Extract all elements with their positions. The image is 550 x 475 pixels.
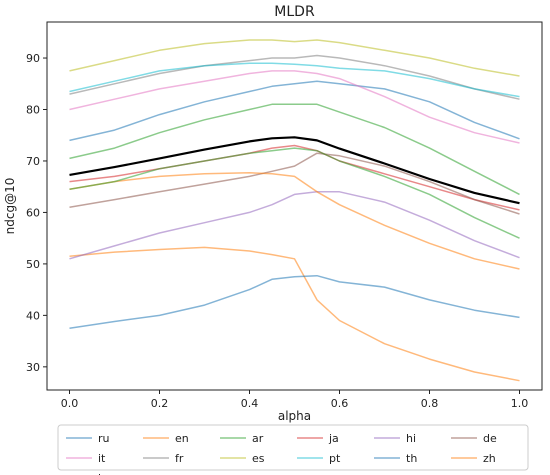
legend-label-ru: ru [98, 432, 110, 445]
series-line-it [69, 70, 520, 144]
x-tick-label: 0.2 [151, 397, 169, 410]
x-tick-label: 0.8 [421, 397, 439, 410]
legend-box [57, 424, 529, 471]
x-tick-label: 1.0 [511, 397, 529, 410]
plot-frame [46, 21, 543, 391]
x-tick-label: 0.6 [331, 397, 349, 410]
x-tick-label: 0.0 [61, 397, 79, 410]
legend-label-ja: ja [328, 432, 339, 445]
series-line-ko [69, 147, 520, 239]
series-line-de [69, 152, 520, 215]
y-tick-label: 50 [26, 258, 40, 271]
y-tick-label: 60 [26, 206, 40, 219]
series-line-pt [69, 62, 520, 98]
y-axis-title: ndcg@10 [3, 178, 17, 235]
series-line-es [69, 39, 520, 77]
series-line-en [69, 246, 520, 382]
legend-label-en: en [175, 432, 189, 445]
legend: ru en ar ja hi de it fr es pt th zh ko avg [57, 424, 529, 475]
series-line-th [69, 274, 520, 329]
legend-label-hi: hi [406, 432, 416, 445]
series-line-ja [69, 144, 520, 211]
chart-title: MLDR [274, 4, 315, 20]
legend-label-de: de [483, 432, 497, 445]
legend-label-ar: ar [252, 432, 264, 445]
series-line-hi [69, 191, 520, 260]
y-tick-label: 70 [26, 155, 40, 168]
legend-label-es: es [252, 452, 265, 465]
y-tick-label: 40 [26, 309, 40, 322]
x-axis-title: alpha [278, 409, 311, 423]
series-line-zh [69, 172, 520, 270]
y-tick-label: 90 [26, 52, 40, 65]
plot-lines [69, 39, 520, 382]
series-line-ru [69, 80, 520, 142]
legend-label-zh: zh [483, 452, 496, 465]
y-tick-label: 30 [26, 361, 40, 374]
legend-label-fr: fr [175, 452, 184, 465]
series-line-ar [69, 103, 520, 196]
legend-label-avg: avg [175, 472, 195, 475]
series-line-avg [69, 136, 520, 205]
y-axis: 30 40 50 60 70 80 90 [26, 52, 47, 374]
y-tick-label: 80 [26, 103, 40, 116]
x-tick-label: 0.4 [241, 397, 259, 410]
legend-label-pt: pt [329, 452, 341, 465]
series-line-fr [69, 54, 520, 100]
x-axis: 0.0 0.2 0.4 0.6 0.8 1.0 [61, 390, 529, 410]
legend-label-ko: ko [98, 472, 111, 475]
legend-label-it: it [98, 452, 106, 465]
legend-label-th: th [406, 452, 417, 465]
